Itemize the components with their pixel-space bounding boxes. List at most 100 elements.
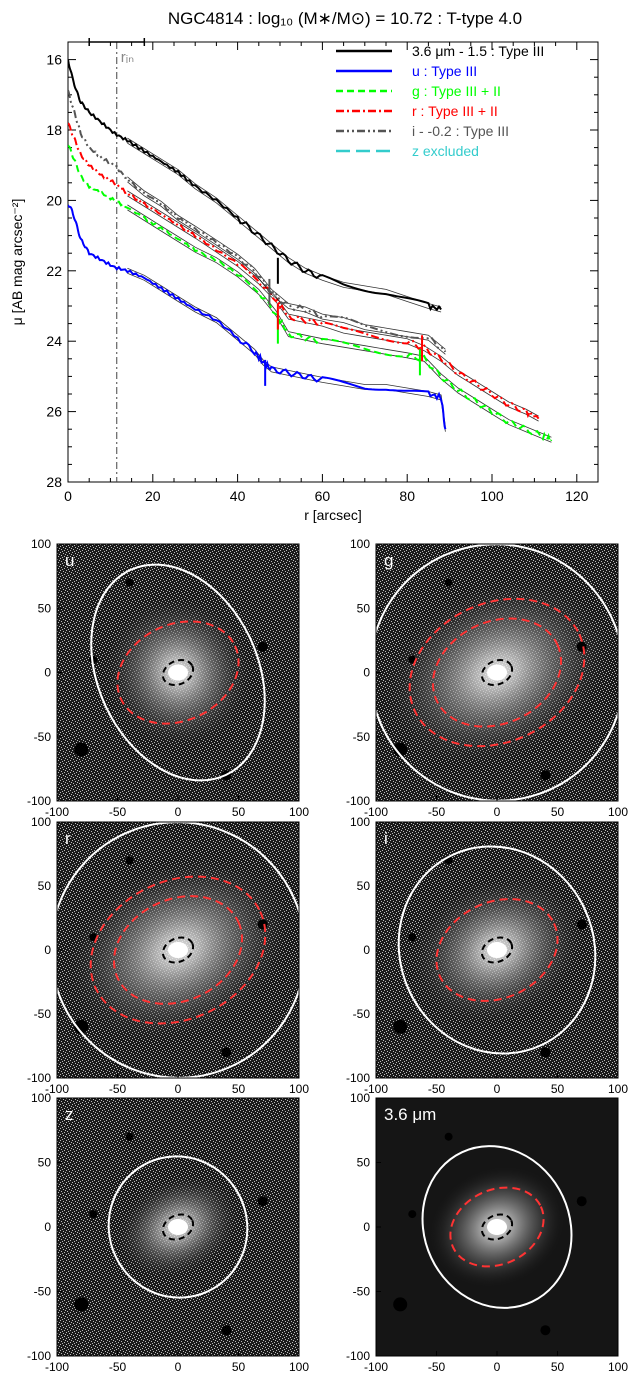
panel-label: 3.6 μm — [384, 1105, 436, 1124]
model-fit-line — [127, 267, 446, 427]
inner-ellipse — [480, 1213, 514, 1241]
galaxy-core — [168, 664, 188, 681]
image-panel-2: r -100-100 -50 -50 0 0 50 50 100 100 — [27, 815, 309, 1096]
panel-x-tick-label: 100 — [289, 1082, 309, 1096]
image-panel-4: z -100-100 -50 -50 0 0 50 50 100 100 — [27, 1091, 309, 1374]
panel-label: i — [384, 829, 388, 848]
panel-image — [57, 544, 299, 801]
panel-y-tick-label: 0 — [363, 666, 370, 680]
panel-y-tick-label: 50 — [38, 601, 52, 615]
mask-dot — [393, 1019, 408, 1034]
panel-x-tick-label: 0 — [175, 1082, 182, 1096]
panel-x-tick-label: 50 — [551, 1082, 565, 1096]
panel-y-tick-label: 0 — [44, 1220, 51, 1234]
mask-dot — [540, 770, 551, 781]
mask-dot — [444, 1132, 453, 1141]
inner-ellipse — [161, 1213, 195, 1241]
panel-x-tick-label: 100 — [608, 1082, 628, 1096]
y-axis-label: μ [AB mag arcsec⁻²] — [9, 199, 25, 326]
outer-ellipse — [90, 563, 266, 782]
panel-x-tick-label: 50 — [551, 1360, 565, 1374]
mask-dot — [74, 1019, 89, 1034]
galaxy-core — [168, 942, 188, 958]
model-fit-line — [127, 176, 446, 350]
panel-y-tick-label: -100 — [27, 794, 51, 808]
mask-dot — [540, 1325, 551, 1336]
panel-x-tick-label: 0 — [494, 805, 501, 819]
panel-x-tick-label: 0 — [175, 1360, 182, 1374]
mask-dot — [125, 578, 134, 587]
x-tick-label: 100 — [480, 488, 504, 504]
galaxy-core — [168, 1219, 188, 1235]
y-tick-label: 18 — [46, 122, 62, 138]
legend-label: i - -0.2 : Type III — [412, 123, 509, 139]
panel-x-tick-label: -50 — [109, 1082, 127, 1096]
panel-x-tick-label: 0 — [494, 1082, 501, 1096]
panel-y-tick-label: -50 — [34, 1285, 52, 1299]
model-fit-line — [127, 195, 539, 422]
red-ellipse-inner — [116, 620, 240, 725]
legend-label: 3.6 μm - 1.5 : Type III — [412, 43, 544, 59]
legend-label: r : Type III + II — [412, 103, 498, 119]
panel-y-tick-label: 50 — [357, 879, 371, 893]
inner-ellipse — [480, 658, 514, 687]
panel-x-tick-label: -100 — [45, 1360, 69, 1374]
panel-label: u — [65, 551, 74, 570]
mask-dot — [576, 1196, 587, 1207]
y-tick-label: 22 — [46, 263, 62, 279]
panel-y-tick-label: -50 — [353, 1285, 371, 1299]
red-ellipse-outer — [89, 875, 267, 1025]
outer-ellipse — [57, 822, 299, 1078]
panel-y-tick-label: -100 — [27, 1349, 51, 1363]
y-tick-label: 20 — [46, 192, 62, 208]
panel-y-tick-label: -100 — [346, 1349, 370, 1363]
rin-label: rᵢₙ — [121, 49, 134, 66]
mask-dot — [257, 641, 268, 652]
mask-dot — [393, 1297, 408, 1312]
panel-y-tick-label: 50 — [357, 1156, 371, 1170]
model-fit-line — [127, 137, 442, 308]
panel-label: g — [384, 551, 393, 570]
red-ellipse-inner — [449, 1186, 545, 1268]
y-tick-label: 16 — [46, 52, 62, 68]
panel-y-tick-label: -50 — [353, 730, 371, 744]
mask-dot — [257, 919, 268, 930]
plot-frame — [67, 41, 599, 483]
series-line-3 — [68, 122, 540, 420]
legend-label: g : Type III + II — [412, 83, 501, 99]
panel-x-tick-label: 50 — [232, 1082, 246, 1096]
inner-ellipse — [161, 658, 195, 687]
panel-x-tick-label: -50 — [428, 1082, 446, 1096]
panel-x-tick-label: -100 — [364, 805, 388, 819]
mask-dot — [74, 1297, 89, 1312]
y-tick-label: 26 — [46, 404, 62, 420]
red-ellipse-outer — [408, 597, 586, 748]
inner-ellipse — [480, 936, 514, 964]
series-line-0 — [68, 59, 442, 312]
panel-x-tick-label: 100 — [608, 1360, 628, 1374]
x-tick-label: 40 — [230, 488, 246, 504]
panel-x-tick-label: -100 — [45, 805, 69, 819]
mask-dot — [444, 578, 453, 587]
panel-y-tick-label: 100 — [31, 815, 51, 829]
panel-y-tick-label: 0 — [363, 1220, 370, 1234]
y-tick-label: 24 — [46, 333, 62, 349]
panel-y-tick-label: 100 — [350, 537, 370, 551]
x-tick-label: 120 — [565, 488, 589, 504]
panel-y-tick-label: 0 — [363, 943, 370, 957]
outer-ellipse — [376, 544, 618, 801]
panel-x-tick-label: 50 — [232, 1360, 246, 1374]
mask-dot — [74, 742, 89, 757]
panel-x-tick-label: -100 — [364, 1360, 388, 1374]
mask-dot — [576, 641, 587, 652]
x-tick-label: 80 — [399, 488, 415, 504]
panel-x-tick-label: 50 — [232, 805, 246, 819]
red-ellipse-inner — [431, 617, 563, 728]
panel-x-tick-label: 100 — [289, 805, 309, 819]
panel-y-tick-label: 50 — [38, 1156, 52, 1170]
mask-dot — [576, 919, 587, 930]
panel-y-tick-label: 100 — [31, 1091, 51, 1105]
panel-x-tick-label: 100 — [608, 805, 628, 819]
